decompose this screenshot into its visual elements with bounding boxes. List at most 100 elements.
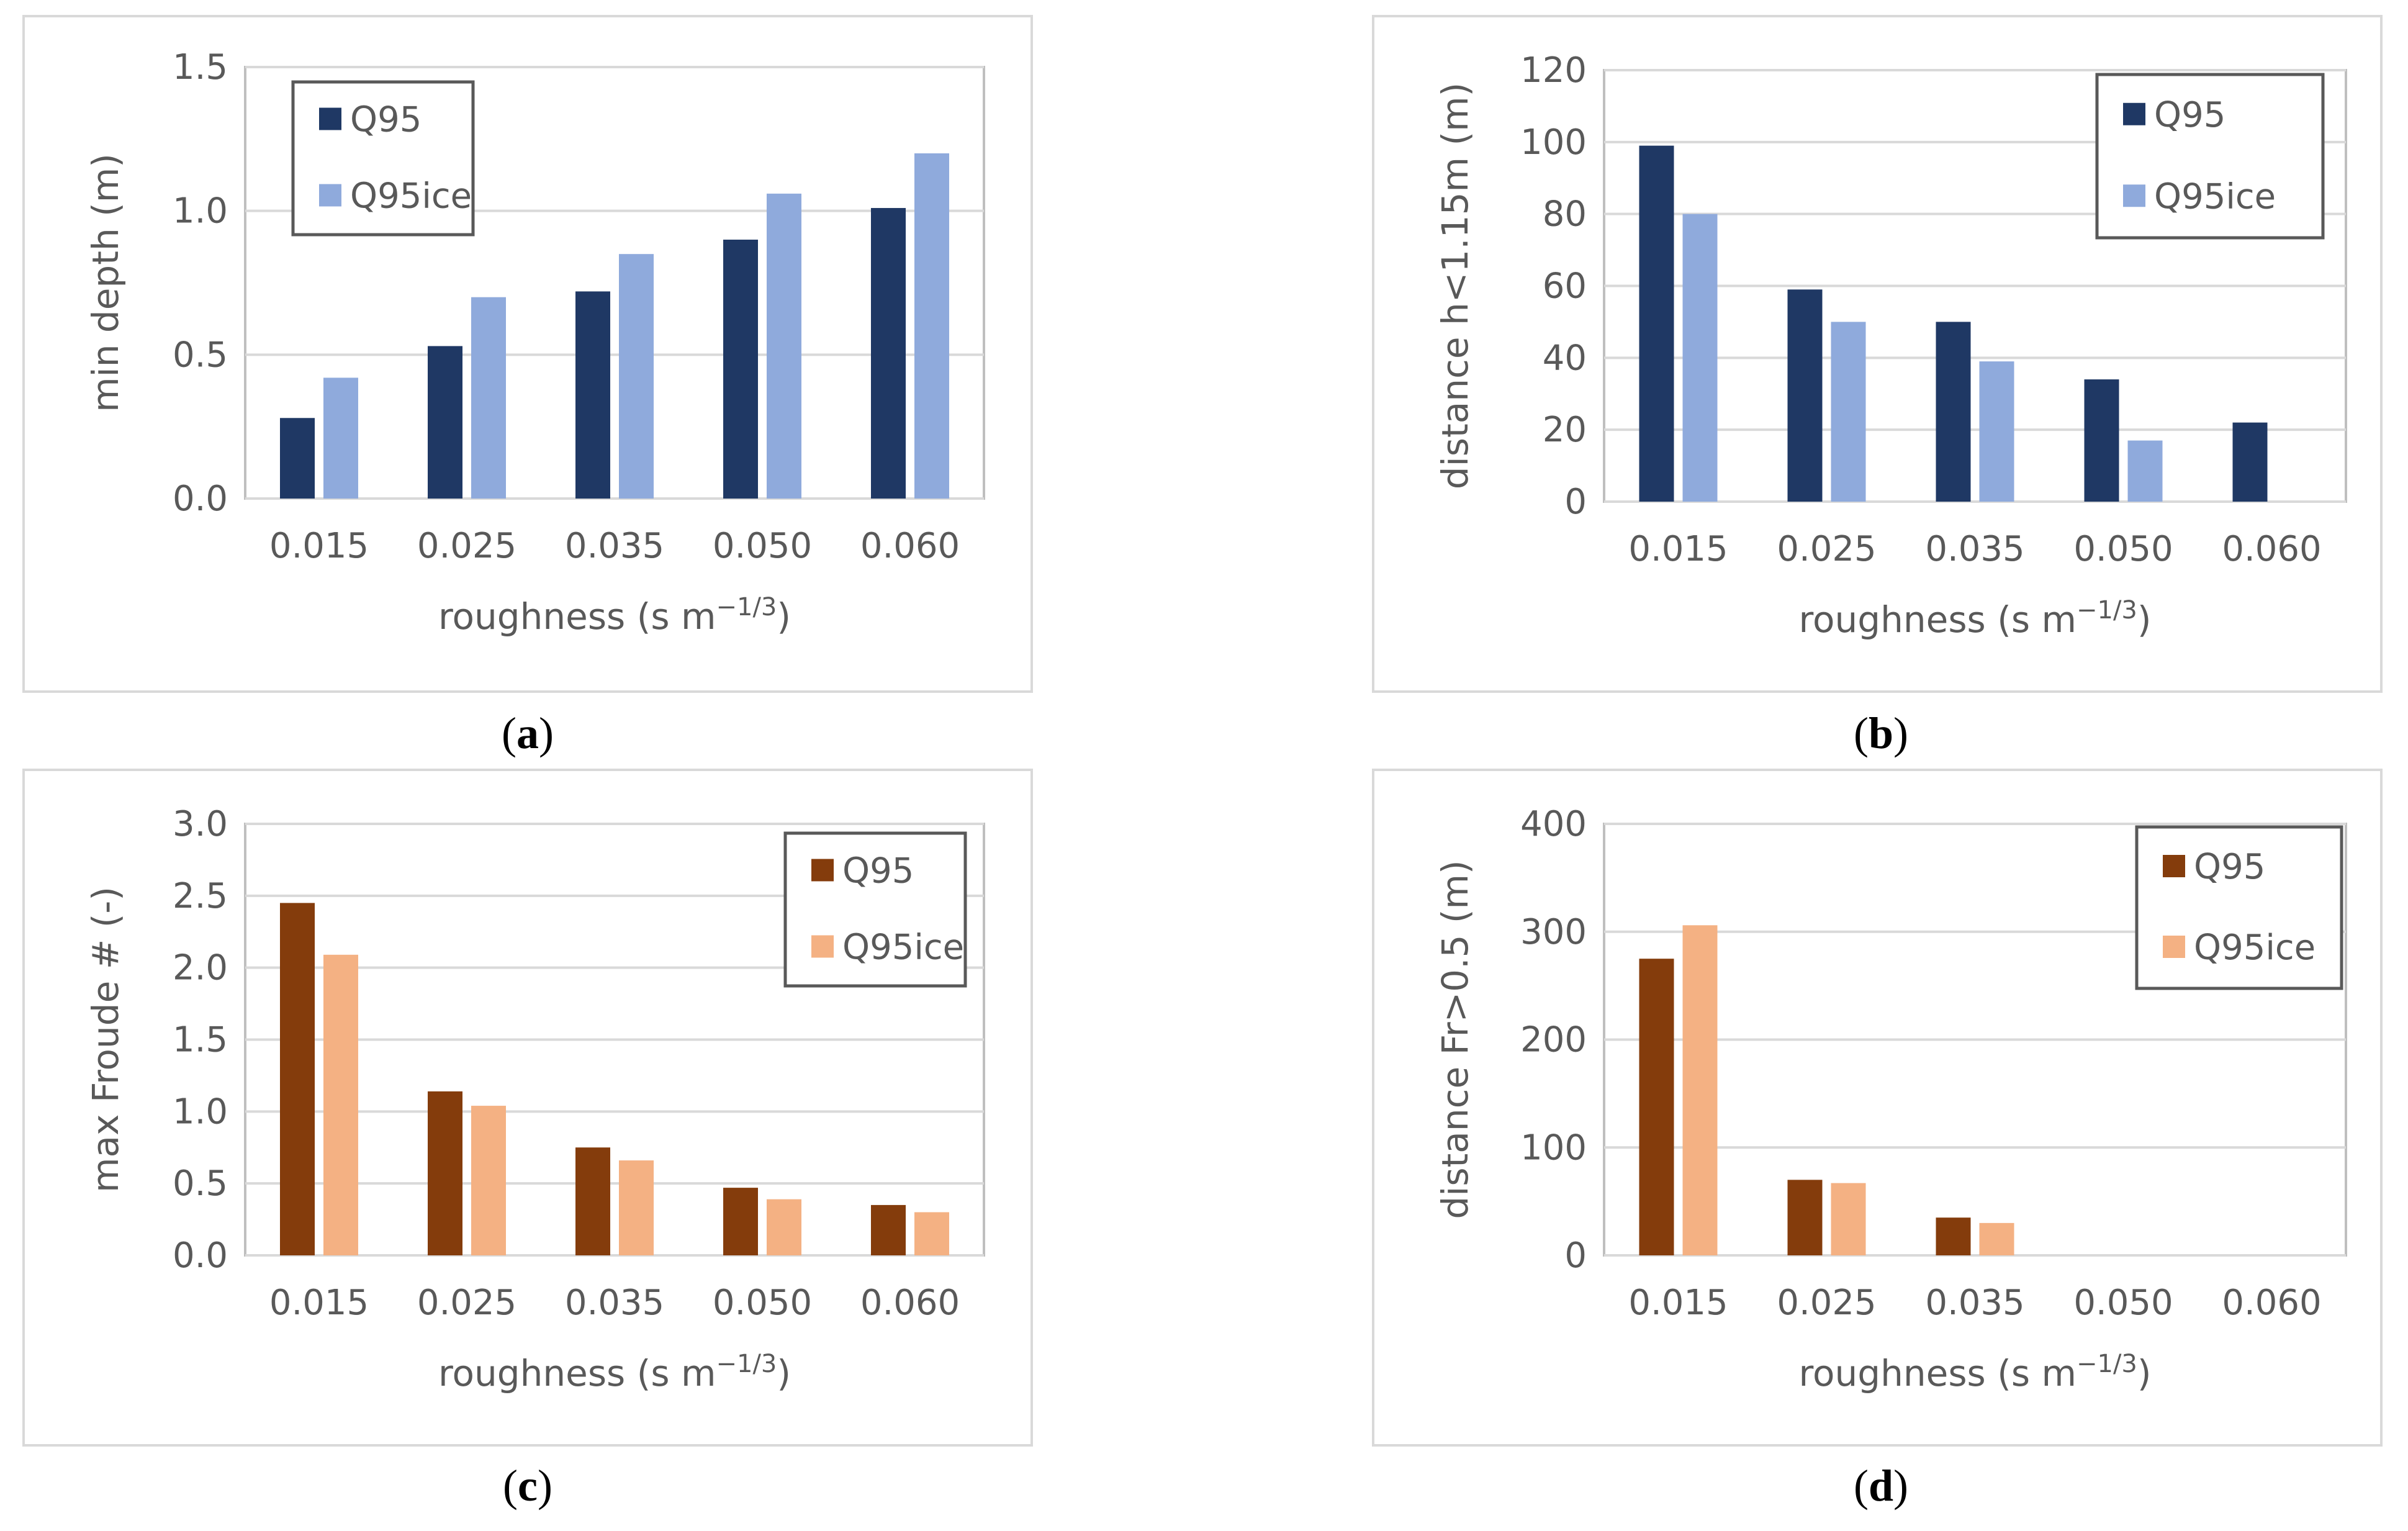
legend-swatch-q95 bbox=[811, 859, 834, 882]
legend: Q95 Q95ice bbox=[291, 80, 475, 237]
panel-label-b: b bbox=[1868, 708, 1894, 758]
y-tick-label: 0 bbox=[1564, 1235, 1587, 1276]
x-tick-label: 0.050 bbox=[2073, 1283, 2173, 1323]
y-tick-label: 100 bbox=[1520, 122, 1587, 163]
legend-box bbox=[291, 80, 475, 237]
bar-q95-0.050 bbox=[723, 1188, 758, 1255]
x-tick-label: 0.035 bbox=[1925, 529, 2024, 569]
y-tick-label: 20 bbox=[1543, 410, 1587, 450]
y-tick-label: 0.5 bbox=[173, 335, 228, 375]
legend-label-q95: Q95 bbox=[350, 100, 422, 140]
x-axis-label-base: roughness (s m bbox=[438, 1352, 716, 1394]
chart-svg-a: 0.0 0.5 1.0 1.5 0.015 0.025 0.035 0.050 0.060 min… bbox=[84, 47, 985, 638]
x-tick-label: 0.025 bbox=[417, 526, 516, 566]
bar-q95ice-0.015 bbox=[323, 954, 358, 1255]
bar-q95ice-0.050 bbox=[767, 193, 801, 499]
chart-panel-d: 0 100 200 300 400 0.015 0.025 0.035 0.050 0.060 di… bbox=[1372, 769, 2383, 1447]
y-axis-label: min depth (m) bbox=[84, 153, 127, 412]
bar-q95-0.025 bbox=[1787, 289, 1823, 502]
y-tick-label: 1.5 bbox=[173, 1020, 228, 1060]
x-axis-label-exponent: −1/3 bbox=[2077, 596, 2137, 625]
y-tick-label: 40 bbox=[1543, 338, 1587, 378]
bar-q95ice-0.060 bbox=[914, 153, 949, 499]
x-axis-label: roughness (s m−1/3) bbox=[438, 1350, 791, 1394]
bar-q95-0.025 bbox=[428, 1091, 462, 1255]
panel-label-a: a bbox=[516, 708, 539, 758]
y-axis-label: max Froude # (-) bbox=[84, 887, 127, 1193]
legend-swatch-q95ice bbox=[319, 184, 341, 207]
y-tick-label: 1.5 bbox=[173, 47, 228, 88]
bar-q95-0.060 bbox=[2232, 422, 2268, 502]
bar-q95-0.060 bbox=[871, 1204, 906, 1255]
legend-swatch-q95 bbox=[319, 107, 341, 130]
y-tick-label: 300 bbox=[1520, 912, 1587, 952]
chart-panel-a: 0.0 0.5 1.0 1.5 0.015 0.025 0.035 0.050 0.060 min… bbox=[22, 15, 1033, 693]
x-tick-label: 0.025 bbox=[1777, 529, 1876, 569]
x-axis-label-close: ) bbox=[777, 1352, 791, 1394]
x-axis-label: roughness (s m−1/3) bbox=[1798, 596, 2151, 641]
legend-label-q95: Q95 bbox=[2154, 95, 2225, 135]
x-tick-label: 0.025 bbox=[417, 1283, 516, 1323]
chart-panel-b: 0 20 40 60 80 100 120 0.015 0.025 0.035 0.050 0.060… bbox=[1372, 15, 2383, 693]
bar-q95ice-0.050 bbox=[2127, 440, 2163, 502]
y-tick-label: 80 bbox=[1543, 194, 1587, 235]
bar-q95-0.035 bbox=[575, 1147, 610, 1255]
panel-caption-d: (d) bbox=[1853, 1461, 1908, 1511]
chart-svg-c: 0.0 0.5 1.0 1.5 2.0 2.5 3.0 0.015 0.025 0.035 0.05… bbox=[84, 804, 985, 1394]
bar-q95ice-0.025 bbox=[1831, 1183, 1866, 1255]
bar-q95-0.050 bbox=[2084, 379, 2119, 502]
bar-q95-0.025 bbox=[1787, 1180, 1823, 1255]
x-tick-label: 0.025 bbox=[1777, 1283, 1876, 1323]
bar-q95ice-0.050 bbox=[767, 1199, 801, 1255]
y-tick-label: 60 bbox=[1543, 266, 1587, 307]
legend-label-q95ice: Q95ice bbox=[2154, 176, 2276, 217]
x-tick-label: 0.015 bbox=[269, 526, 369, 566]
legend-swatch-q95 bbox=[2163, 855, 2185, 877]
chart-svg-d: 0 100 200 300 400 0.015 0.025 0.035 0.050 0.060 di… bbox=[1434, 804, 2347, 1394]
x-tick-label: 0.015 bbox=[269, 1283, 369, 1323]
legend: Q95 Q95ice bbox=[2095, 73, 2325, 240]
y-tick-label: 100 bbox=[1520, 1127, 1587, 1168]
panel-caption-c: (c) bbox=[503, 1461, 552, 1511]
legend-label-q95ice: Q95ice bbox=[2194, 928, 2316, 968]
bar-q95-0.015 bbox=[1639, 145, 1674, 502]
bar-q95ice-0.015 bbox=[1682, 214, 1718, 502]
x-tick-label: 0.035 bbox=[1925, 1283, 2024, 1323]
x-axis-label-close: ) bbox=[777, 595, 791, 638]
y-tick-label: 2.0 bbox=[173, 948, 228, 988]
y-tick-label: 3.0 bbox=[173, 804, 228, 844]
bar-q95ice-0.025 bbox=[471, 297, 506, 499]
x-tick-label: 0.060 bbox=[860, 526, 960, 566]
bar-q95ice-0.015 bbox=[1682, 925, 1718, 1255]
x-axis-label-close: ) bbox=[2137, 1352, 2152, 1394]
x-tick-label: 0.060 bbox=[2222, 1283, 2321, 1323]
x-axis-label: roughness (s m−1/3) bbox=[438, 593, 791, 638]
x-tick-label: 0.060 bbox=[860, 1283, 960, 1323]
bar-q95-0.025 bbox=[428, 346, 462, 499]
legend-box bbox=[2095, 73, 2325, 240]
legend-label-q95: Q95 bbox=[842, 851, 914, 892]
x-tick-label: 0.060 bbox=[2222, 529, 2321, 569]
x-axis-label-base: roughness (s m bbox=[1798, 598, 2077, 641]
legend-box bbox=[783, 831, 967, 988]
bar-q95ice-0.035 bbox=[619, 254, 654, 499]
bar-q95-0.060 bbox=[871, 208, 906, 499]
bar-q95ice-0.035 bbox=[1979, 1222, 2014, 1255]
x-axis-label-exponent: −1/3 bbox=[716, 593, 777, 621]
x-tick-label: 0.050 bbox=[2073, 529, 2173, 569]
bar-q95ice-0.025 bbox=[1831, 322, 1866, 502]
legend-box bbox=[2135, 825, 2343, 990]
panel-label-d: d bbox=[1868, 1461, 1894, 1511]
bar-q95-0.015 bbox=[280, 903, 315, 1255]
y-tick-label: 2.5 bbox=[173, 876, 228, 916]
y-tick-label: 400 bbox=[1520, 804, 1587, 844]
panel-caption-b: (b) bbox=[1853, 708, 1908, 758]
legend-swatch-q95ice bbox=[2163, 936, 2185, 958]
legend-swatch-q95ice bbox=[811, 935, 834, 958]
bar-q95ice-0.035 bbox=[1979, 361, 2014, 502]
y-axis-label: distance h<1.15m (m) bbox=[1434, 83, 1476, 489]
y-tick-label: 200 bbox=[1520, 1020, 1587, 1060]
legend-label-q95: Q95 bbox=[2194, 847, 2265, 887]
bar-q95-0.035 bbox=[1936, 1217, 1971, 1255]
legend-label-q95ice: Q95ice bbox=[842, 928, 964, 968]
